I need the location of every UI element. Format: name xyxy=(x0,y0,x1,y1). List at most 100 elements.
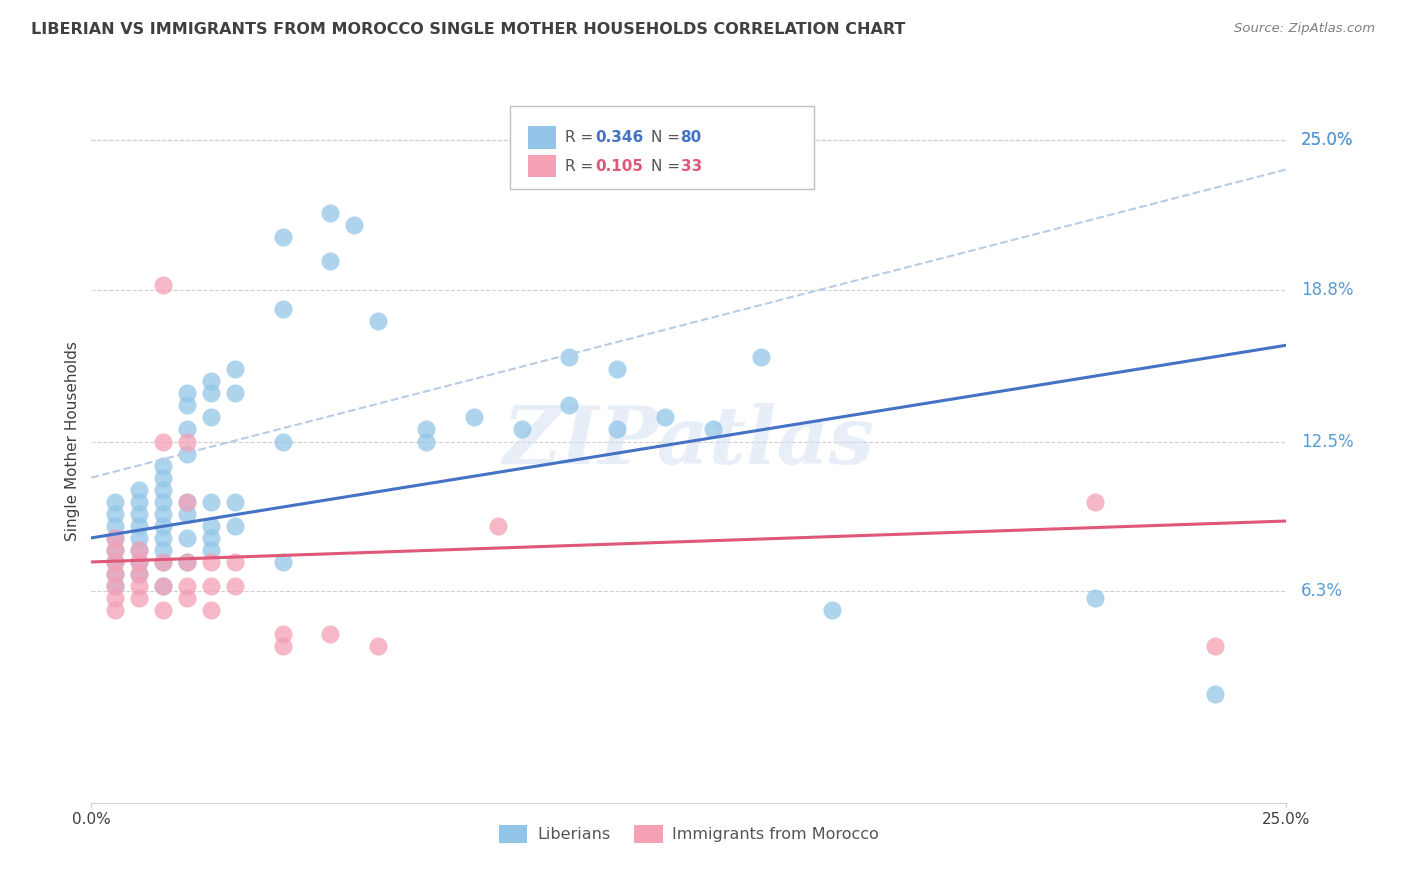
Text: 25.0%: 25.0% xyxy=(1301,131,1354,150)
Text: 18.8%: 18.8% xyxy=(1301,281,1354,299)
Point xyxy=(558,350,581,364)
Point xyxy=(224,555,246,569)
Point xyxy=(176,531,198,545)
Point xyxy=(200,494,222,508)
Point xyxy=(104,603,127,617)
Point xyxy=(271,230,294,244)
Point xyxy=(486,519,509,533)
Text: R =: R = xyxy=(565,159,598,174)
Point xyxy=(128,483,150,497)
Point xyxy=(510,423,533,437)
Point xyxy=(128,579,150,593)
Point xyxy=(606,423,628,437)
Point xyxy=(271,627,294,641)
Point xyxy=(104,579,127,593)
Point xyxy=(176,507,198,521)
Point xyxy=(152,507,174,521)
Point xyxy=(176,591,198,606)
FancyBboxPatch shape xyxy=(509,105,814,189)
Point xyxy=(176,398,198,412)
Point xyxy=(104,531,127,545)
Point xyxy=(152,494,174,508)
Point xyxy=(104,519,127,533)
Point xyxy=(749,350,772,364)
Point xyxy=(176,447,198,461)
Point xyxy=(104,542,127,557)
Point xyxy=(415,434,437,449)
Point xyxy=(104,555,127,569)
Point xyxy=(343,218,366,232)
Point xyxy=(200,386,222,401)
Point xyxy=(415,423,437,437)
Point xyxy=(319,627,342,641)
Point xyxy=(104,591,127,606)
Point xyxy=(128,591,150,606)
Text: LIBERIAN VS IMMIGRANTS FROM MOROCCO SINGLE MOTHER HOUSEHOLDS CORRELATION CHART: LIBERIAN VS IMMIGRANTS FROM MOROCCO SING… xyxy=(31,22,905,37)
Point xyxy=(104,494,127,508)
Point xyxy=(367,639,389,653)
Point xyxy=(200,410,222,425)
Point xyxy=(606,362,628,376)
Text: 0.105: 0.105 xyxy=(596,159,644,174)
Text: 25.0%: 25.0% xyxy=(1301,131,1354,150)
Point xyxy=(152,278,174,293)
Legend: Liberians, Immigrants from Morocco: Liberians, Immigrants from Morocco xyxy=(492,819,886,849)
Point xyxy=(104,567,127,582)
Point xyxy=(176,555,198,569)
Text: 0.346: 0.346 xyxy=(596,130,644,145)
Point xyxy=(176,386,198,401)
Text: ZIPatlas: ZIPatlas xyxy=(503,403,875,480)
Point xyxy=(176,434,198,449)
Point xyxy=(654,410,676,425)
Point xyxy=(1084,591,1107,606)
Point xyxy=(463,410,485,425)
Point xyxy=(176,423,198,437)
Point xyxy=(558,398,581,412)
Point xyxy=(271,555,294,569)
Point xyxy=(702,423,724,437)
Bar xyxy=(527,155,557,178)
Point xyxy=(200,519,222,533)
Text: Source: ZipAtlas.com: Source: ZipAtlas.com xyxy=(1234,22,1375,36)
Point xyxy=(152,483,174,497)
Point xyxy=(128,494,150,508)
Text: R =: R = xyxy=(565,130,598,145)
Point xyxy=(128,555,150,569)
Point xyxy=(104,579,127,593)
Point xyxy=(821,603,844,617)
Point xyxy=(152,579,174,593)
Point xyxy=(104,567,127,582)
Point xyxy=(128,567,150,582)
Point xyxy=(128,519,150,533)
Point xyxy=(224,579,246,593)
Point xyxy=(128,567,150,582)
Point xyxy=(128,531,150,545)
Point xyxy=(224,386,246,401)
Point xyxy=(176,579,198,593)
Point xyxy=(200,375,222,389)
Point xyxy=(152,434,174,449)
Point xyxy=(152,555,174,569)
Point xyxy=(200,603,222,617)
Point xyxy=(104,555,127,569)
Point xyxy=(128,555,150,569)
Point xyxy=(152,555,174,569)
Point xyxy=(128,542,150,557)
Text: 12.5%: 12.5% xyxy=(1301,433,1354,450)
Point xyxy=(176,494,198,508)
Point xyxy=(152,471,174,485)
Point xyxy=(271,434,294,449)
Point xyxy=(104,531,127,545)
Point xyxy=(128,507,150,521)
Point xyxy=(104,507,127,521)
Text: 6.3%: 6.3% xyxy=(1301,582,1343,599)
Point xyxy=(152,603,174,617)
Point xyxy=(367,314,389,328)
Text: N =: N = xyxy=(651,130,685,145)
Point xyxy=(200,542,222,557)
Point xyxy=(152,458,174,473)
Text: 33: 33 xyxy=(681,159,702,174)
Point xyxy=(176,555,198,569)
Point xyxy=(224,362,246,376)
Point xyxy=(1084,494,1107,508)
